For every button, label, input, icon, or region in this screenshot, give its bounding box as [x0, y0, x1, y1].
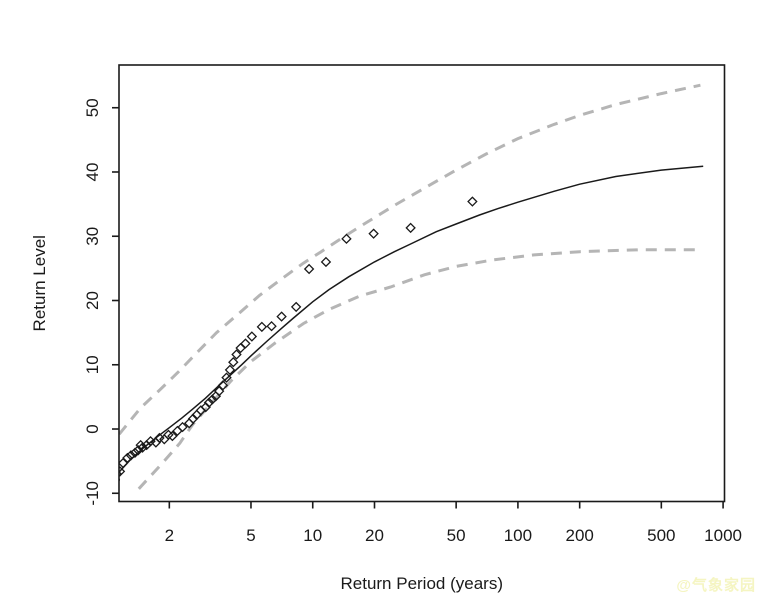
- data-point-diamond: [246, 331, 258, 342]
- data-point-diamond: [213, 385, 225, 397]
- data-point-diamond: [320, 256, 332, 268]
- data-point-diamond: [129, 447, 141, 459]
- x-tick-label: 5: [246, 526, 255, 545]
- data-point-diamond: [203, 397, 215, 408]
- x-tick-label: 2: [165, 526, 174, 545]
- data-point-diamond: [163, 429, 174, 441]
- x-tick-label: 100: [504, 526, 532, 545]
- data-point-diamond: [221, 372, 232, 383]
- data-point-diamond: [266, 320, 277, 332]
- y-tick-label: 40: [83, 163, 102, 182]
- watermark-text: @气象家园: [676, 577, 756, 594]
- data-point-diamond: [228, 356, 239, 368]
- data-point-diamond: [207, 394, 218, 405]
- data-point-diamond: [224, 364, 236, 376]
- lower-confidence-bound-curve: [137, 248, 701, 490]
- data-point-diamond: [405, 222, 416, 234]
- data-point-diamond: [341, 233, 352, 245]
- data-point-diamond: [368, 228, 379, 239]
- data-point-diamond: [217, 380, 229, 391]
- x-tick-label: 500: [647, 526, 675, 545]
- data-point-diamond: [125, 450, 137, 461]
- data-point-diamond: [303, 263, 315, 275]
- fitted-return-level-curve: [119, 165, 704, 474]
- y-tick-label: 0: [83, 424, 102, 433]
- data-point-diamond: [122, 452, 133, 464]
- data-point-diamond: [467, 196, 478, 207]
- data-point-diamond: [231, 349, 242, 360]
- data-point-diamond: [137, 442, 148, 453]
- data-point-diamond: [119, 457, 129, 469]
- data-point-diamond: [256, 321, 268, 333]
- data-points-group: [119, 196, 478, 478]
- data-point-diamond: [119, 466, 126, 477]
- upper-confidence-bound-curve: [119, 83, 701, 436]
- plot-border: [118, 64, 726, 503]
- x-axis-title: Return Period (years): [340, 574, 503, 593]
- y-tick-label: 20: [83, 291, 102, 310]
- x-tick-label: 200: [565, 526, 593, 545]
- data-point-diamond: [276, 311, 287, 322]
- data-point-diamond: [177, 421, 188, 433]
- data-point-diamond: [240, 338, 251, 349]
- x-tick-label: 1000: [704, 526, 742, 545]
- data-point-diamond: [290, 301, 302, 313]
- y-tick-label: -10: [83, 481, 102, 506]
- x-tick-label: 10: [303, 526, 322, 545]
- y-axis-title: Return Level: [30, 235, 49, 331]
- data-point-diamond: [167, 430, 178, 442]
- x-tick-label: 20: [365, 526, 384, 545]
- data-point-diamond: [187, 413, 199, 424]
- y-tick-label: 10: [83, 355, 102, 374]
- y-tick-label: 30: [83, 227, 102, 246]
- y-tick-label: 50: [83, 98, 102, 117]
- x-tick-label: 50: [447, 526, 466, 545]
